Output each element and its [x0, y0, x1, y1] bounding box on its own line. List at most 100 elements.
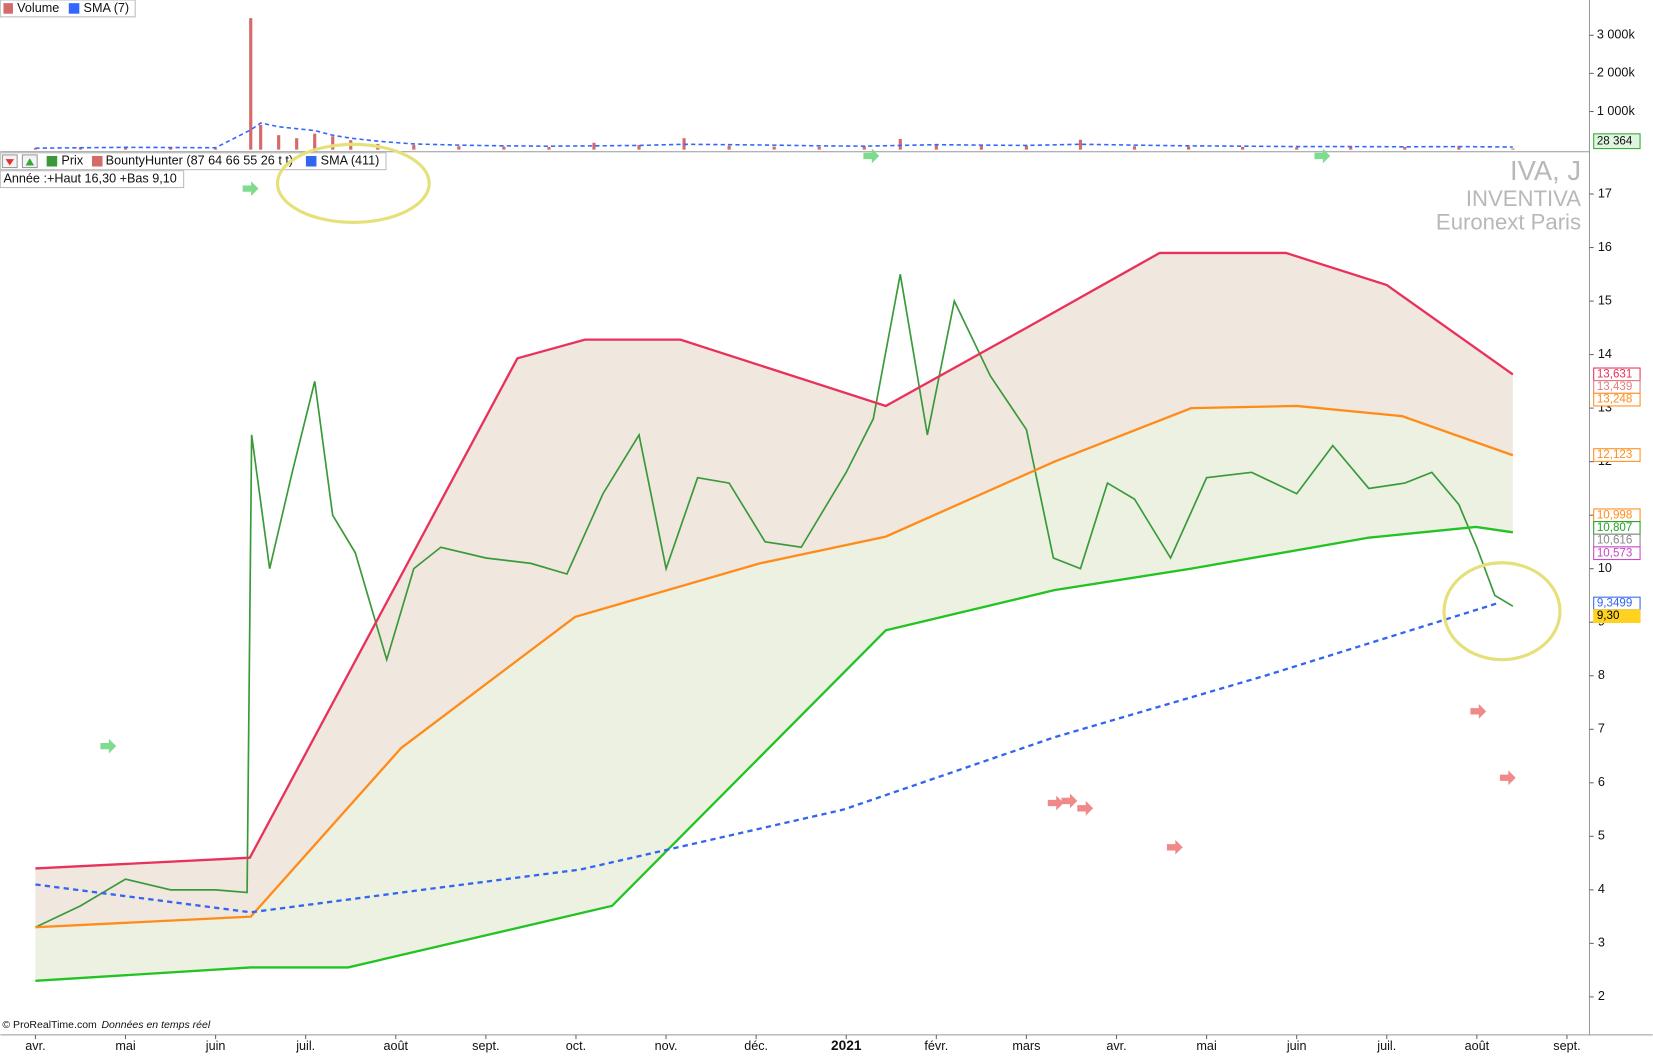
watermark-name: INVENTIVA: [1466, 186, 1581, 211]
price-label: 13,439: [1597, 381, 1632, 393]
legend-label: Prix: [61, 154, 83, 168]
y-tick-label: 17: [1598, 186, 1612, 200]
price-label: 12,123: [1597, 449, 1632, 461]
x-tick-label: juil.: [295, 1039, 315, 1053]
volume-bar: [1024, 145, 1028, 150]
x-tick-label: oct.: [566, 1039, 586, 1053]
price-label: 10,616: [1597, 535, 1632, 547]
price-label: 9,3499: [1597, 598, 1632, 610]
price-label-box: [1593, 546, 1641, 561]
volume-bar: [772, 146, 776, 150]
volume-bar: [249, 18, 253, 150]
x-tick-label: nov.: [655, 1039, 678, 1053]
current-volume-box: [1593, 133, 1641, 150]
price-label-box: [1593, 392, 1641, 407]
upper-band-fill: [35, 252, 1513, 928]
x-tick-label: août: [1465, 1039, 1490, 1053]
icon: [5, 159, 14, 166]
legend-swatch: [68, 3, 80, 14]
volume-bar: [295, 138, 299, 150]
volume-bar: [1295, 147, 1299, 150]
y-tick-label: 1 000k: [1597, 104, 1636, 118]
indicator-line: [35, 251, 1514, 870]
legend-swatch: [91, 155, 103, 167]
y-tick-label: 14: [1598, 347, 1612, 361]
x-tick-label: sept.: [472, 1039, 499, 1053]
year-stats: Année :+Haut 16,30 +Bas 9,10: [3, 171, 176, 185]
volume-bar: [934, 143, 938, 150]
price-label: 10,573: [1597, 547, 1632, 559]
y-tick-label: 2: [1598, 989, 1605, 1003]
icon: [25, 158, 35, 166]
x-tick-label: juin: [205, 1039, 226, 1053]
volume-bar: [727, 145, 731, 150]
volume-legend: [0, 0, 136, 18]
price-label: 13,631: [1597, 368, 1632, 380]
indicator-line: [35, 602, 1497, 914]
x-tick-label: juil.: [1376, 1039, 1396, 1053]
volume-bar: [1349, 146, 1353, 150]
y-tick-label: 5: [1598, 829, 1605, 843]
volume-bar: [637, 145, 641, 150]
price-label: 10,998: [1597, 509, 1632, 521]
watermark-ticker: IVA, J: [1510, 155, 1581, 186]
legend-swatch: [3, 3, 13, 14]
x-tick-label: avr.: [1106, 1039, 1126, 1053]
x-tick-label: déc.: [744, 1039, 768, 1053]
y-tick-label: 6: [1598, 775, 1605, 789]
x-tick-label: mars: [1012, 1039, 1040, 1053]
volume-bar: [168, 147, 173, 150]
y-tick-label: 3 000k: [1597, 28, 1636, 42]
legend-swatch: [46, 155, 58, 167]
volume-bar: [412, 145, 416, 150]
y-tick-label: 8: [1598, 668, 1605, 682]
volume-bar: [979, 145, 983, 150]
volume-bar: [123, 146, 128, 150]
volume-bar: [817, 146, 821, 150]
legend-label: SMA (7): [84, 1, 130, 15]
price-label-box: [1593, 448, 1641, 462]
x-tick-label: sept.: [1553, 1039, 1580, 1053]
y-tick-label: 10: [1598, 561, 1612, 575]
volume-bar: [331, 136, 335, 150]
y-tick-label: 4: [1598, 882, 1605, 896]
price-label: 9,30: [1597, 610, 1620, 622]
volume-bar: [313, 133, 317, 150]
volume-bar: [1511, 148, 1515, 150]
y-tick-label: 15: [1598, 293, 1612, 307]
volume-bar: [1403, 146, 1407, 150]
volume-bar: [547, 146, 551, 150]
highlight-circle: [1442, 561, 1562, 662]
volume-bar: [1132, 146, 1137, 150]
footer-source: © ProRealTime.com: [2, 1019, 97, 1031]
indicator-line: [35, 404, 1514, 929]
volume-bar: [1078, 139, 1083, 150]
price-label: 13,248: [1597, 394, 1632, 406]
legend-label: SMA (411): [321, 154, 380, 168]
legend-swatch: [305, 155, 317, 167]
volume-bar: [1241, 146, 1245, 150]
x-tick-label: avr.: [25, 1039, 45, 1053]
x-tick-label: 2021: [831, 1038, 862, 1053]
volume-bar: [1457, 146, 1461, 150]
volume-bar: [898, 138, 902, 150]
volume-bar: [502, 146, 506, 150]
volume-sma-line: [35, 122, 1513, 149]
x-tick-label: juin: [1286, 1039, 1307, 1053]
x-tick-label: févr.: [924, 1039, 948, 1053]
indicator-line: [35, 525, 1514, 982]
footer-note: Données en temps réel: [101, 1019, 210, 1031]
y-tick-label: 16: [1598, 240, 1612, 254]
price-line: [35, 274, 1514, 929]
watermark-exchange: Euronext Paris: [1436, 209, 1581, 234]
current-volume-label: 28 364: [1597, 135, 1633, 147]
plot-area: [33, 18, 1515, 982]
highlight-circle: [275, 142, 431, 224]
volume-bar: [592, 142, 596, 150]
volume-bar: [259, 124, 263, 150]
y-tick-label: 3: [1598, 936, 1605, 950]
volume-bar: [457, 146, 461, 150]
